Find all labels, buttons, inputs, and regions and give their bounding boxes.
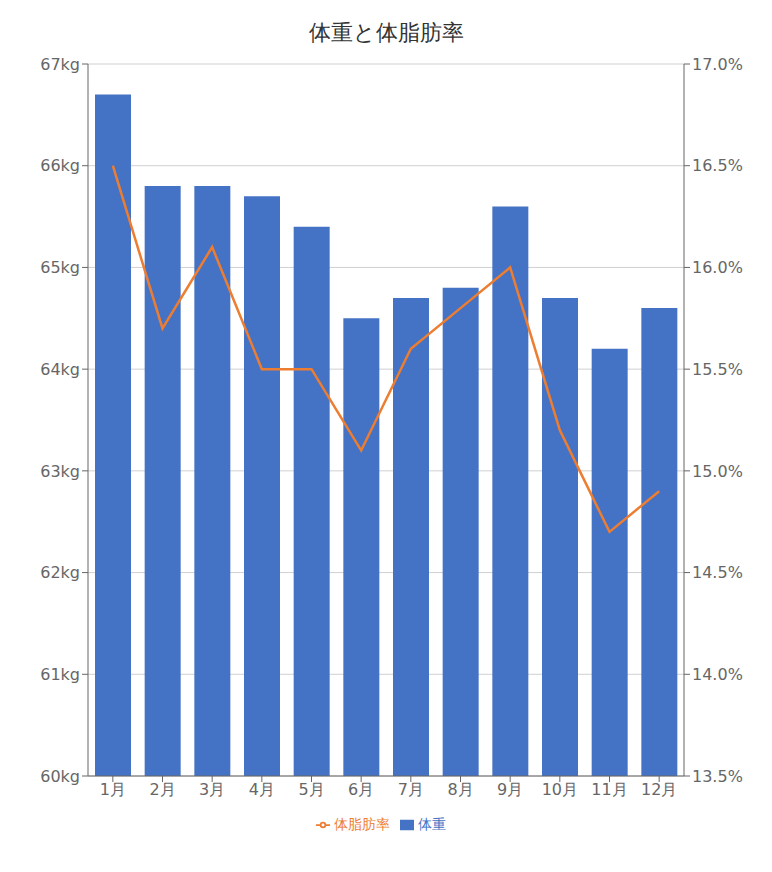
svg-text:61kg: 61kg: [40, 665, 80, 684]
html-text:体重: 体重: [418, 816, 446, 832]
svg-text:13.5%: 13.5%: [692, 767, 743, 786]
svg-text:1月: 1月: [100, 780, 126, 799]
svg-text:3月: 3月: [199, 780, 225, 799]
svg-text:63kg: 63kg: [40, 462, 80, 481]
svg-text:14.5%: 14.5%: [692, 563, 743, 582]
svg-text:64kg: 64kg: [40, 360, 80, 379]
svg-text:2月: 2月: [149, 780, 175, 799]
svg-text:15.0%: 15.0%: [692, 462, 743, 481]
svg-text:66kg: 66kg: [40, 156, 80, 175]
html-text:体重と体脂肪率: 体重と体脂肪率: [308, 20, 464, 45]
svg-text:11月: 11月: [591, 780, 627, 799]
svg-text:10月: 10月: [542, 780, 578, 799]
svg-text:65kg: 65kg: [40, 258, 80, 277]
svg-text:6月: 6月: [348, 780, 374, 799]
svg-text:67kg: 67kg: [40, 55, 80, 74]
svg-text:8月: 8月: [447, 780, 473, 799]
html-text:体脂肪率: 体脂肪率: [334, 816, 390, 832]
svg-text:14.0%: 14.0%: [692, 665, 743, 684]
svg-text:9月: 9月: [497, 780, 523, 799]
svg-text:4月: 4月: [249, 780, 275, 799]
svg-text:12月: 12月: [641, 780, 677, 799]
svg-text:62kg: 62kg: [40, 563, 80, 582]
svg-text:7月: 7月: [398, 780, 424, 799]
svg-text:16.0%: 16.0%: [692, 258, 743, 277]
svg-text:15.5%: 15.5%: [692, 360, 743, 379]
svg-text:5月: 5月: [298, 780, 324, 799]
svg-text:16.5%: 16.5%: [692, 156, 743, 175]
svg-text:17.0%: 17.0%: [692, 55, 743, 74]
svg-text:60kg: 60kg: [40, 767, 80, 786]
